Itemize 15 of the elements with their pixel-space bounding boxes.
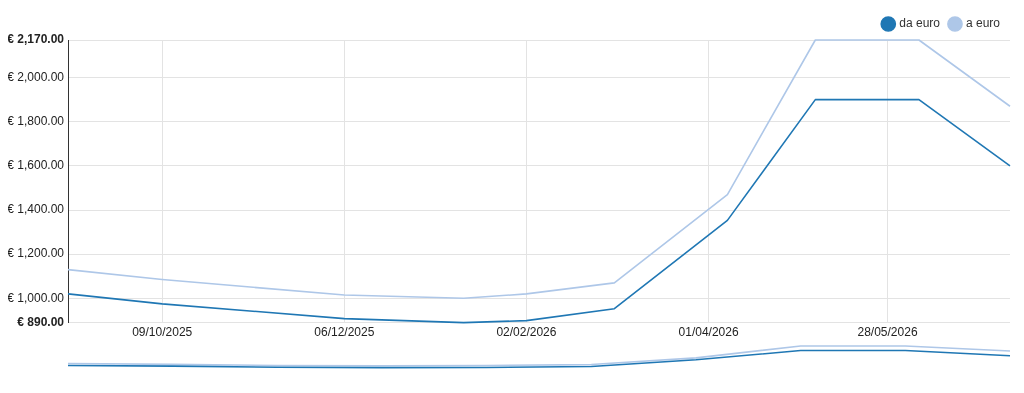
x-tick-label: 02/02/2026 xyxy=(496,325,557,340)
legend-label: da euro xyxy=(899,16,941,31)
y-tick-label: € 1,200.00 xyxy=(7,246,65,261)
y-tick-label: € 890.00 xyxy=(17,314,65,329)
y-tick-label: € 1,000.00 xyxy=(7,290,65,305)
x-tick-label: 09/10/2025 xyxy=(132,325,193,340)
y-tick-label: € 1,600.00 xyxy=(7,158,65,173)
y-tick-label: € 2,170.00 xyxy=(7,32,65,47)
x-tick-label: 01/04/2026 xyxy=(678,325,739,340)
x-tick-label: 06/12/2025 xyxy=(314,325,375,340)
y-tick-label: € 1,800.00 xyxy=(7,114,65,128)
legend-label: a euro xyxy=(965,16,1001,31)
x-tick-label: 28/05/2026 xyxy=(857,325,918,340)
y-tick-label: € 1,400.00 xyxy=(7,202,65,217)
y-tick-label: € 2,000.00 xyxy=(7,69,65,84)
